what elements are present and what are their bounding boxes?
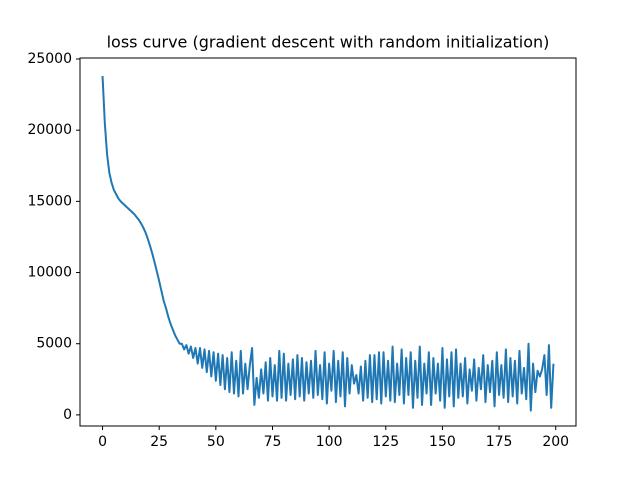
y-tick-label: 10000 xyxy=(27,265,72,281)
x-tick-label: 175 xyxy=(486,434,513,450)
x-tick-label: 0 xyxy=(98,434,107,450)
y-tick-label: 5000 xyxy=(36,336,72,352)
x-tick-label: 150 xyxy=(429,434,456,450)
x-tick-label: 50 xyxy=(207,434,225,450)
x-tick-label: 125 xyxy=(372,434,399,450)
loss-line xyxy=(101,76,555,412)
x-tick-label: 75 xyxy=(264,434,282,450)
chart-title: loss curve (gradient descent with random… xyxy=(107,33,550,52)
x-tick-label: 25 xyxy=(150,434,168,450)
x-tick-label: 200 xyxy=(542,434,569,450)
plot-frame xyxy=(79,57,577,427)
y-tick-label: 15000 xyxy=(27,193,72,209)
x-tick-label: 100 xyxy=(316,434,343,450)
y-tick-label: 0 xyxy=(63,407,72,423)
y-tick-label: 25000 xyxy=(27,51,72,67)
y-tick-label: 20000 xyxy=(27,122,72,138)
